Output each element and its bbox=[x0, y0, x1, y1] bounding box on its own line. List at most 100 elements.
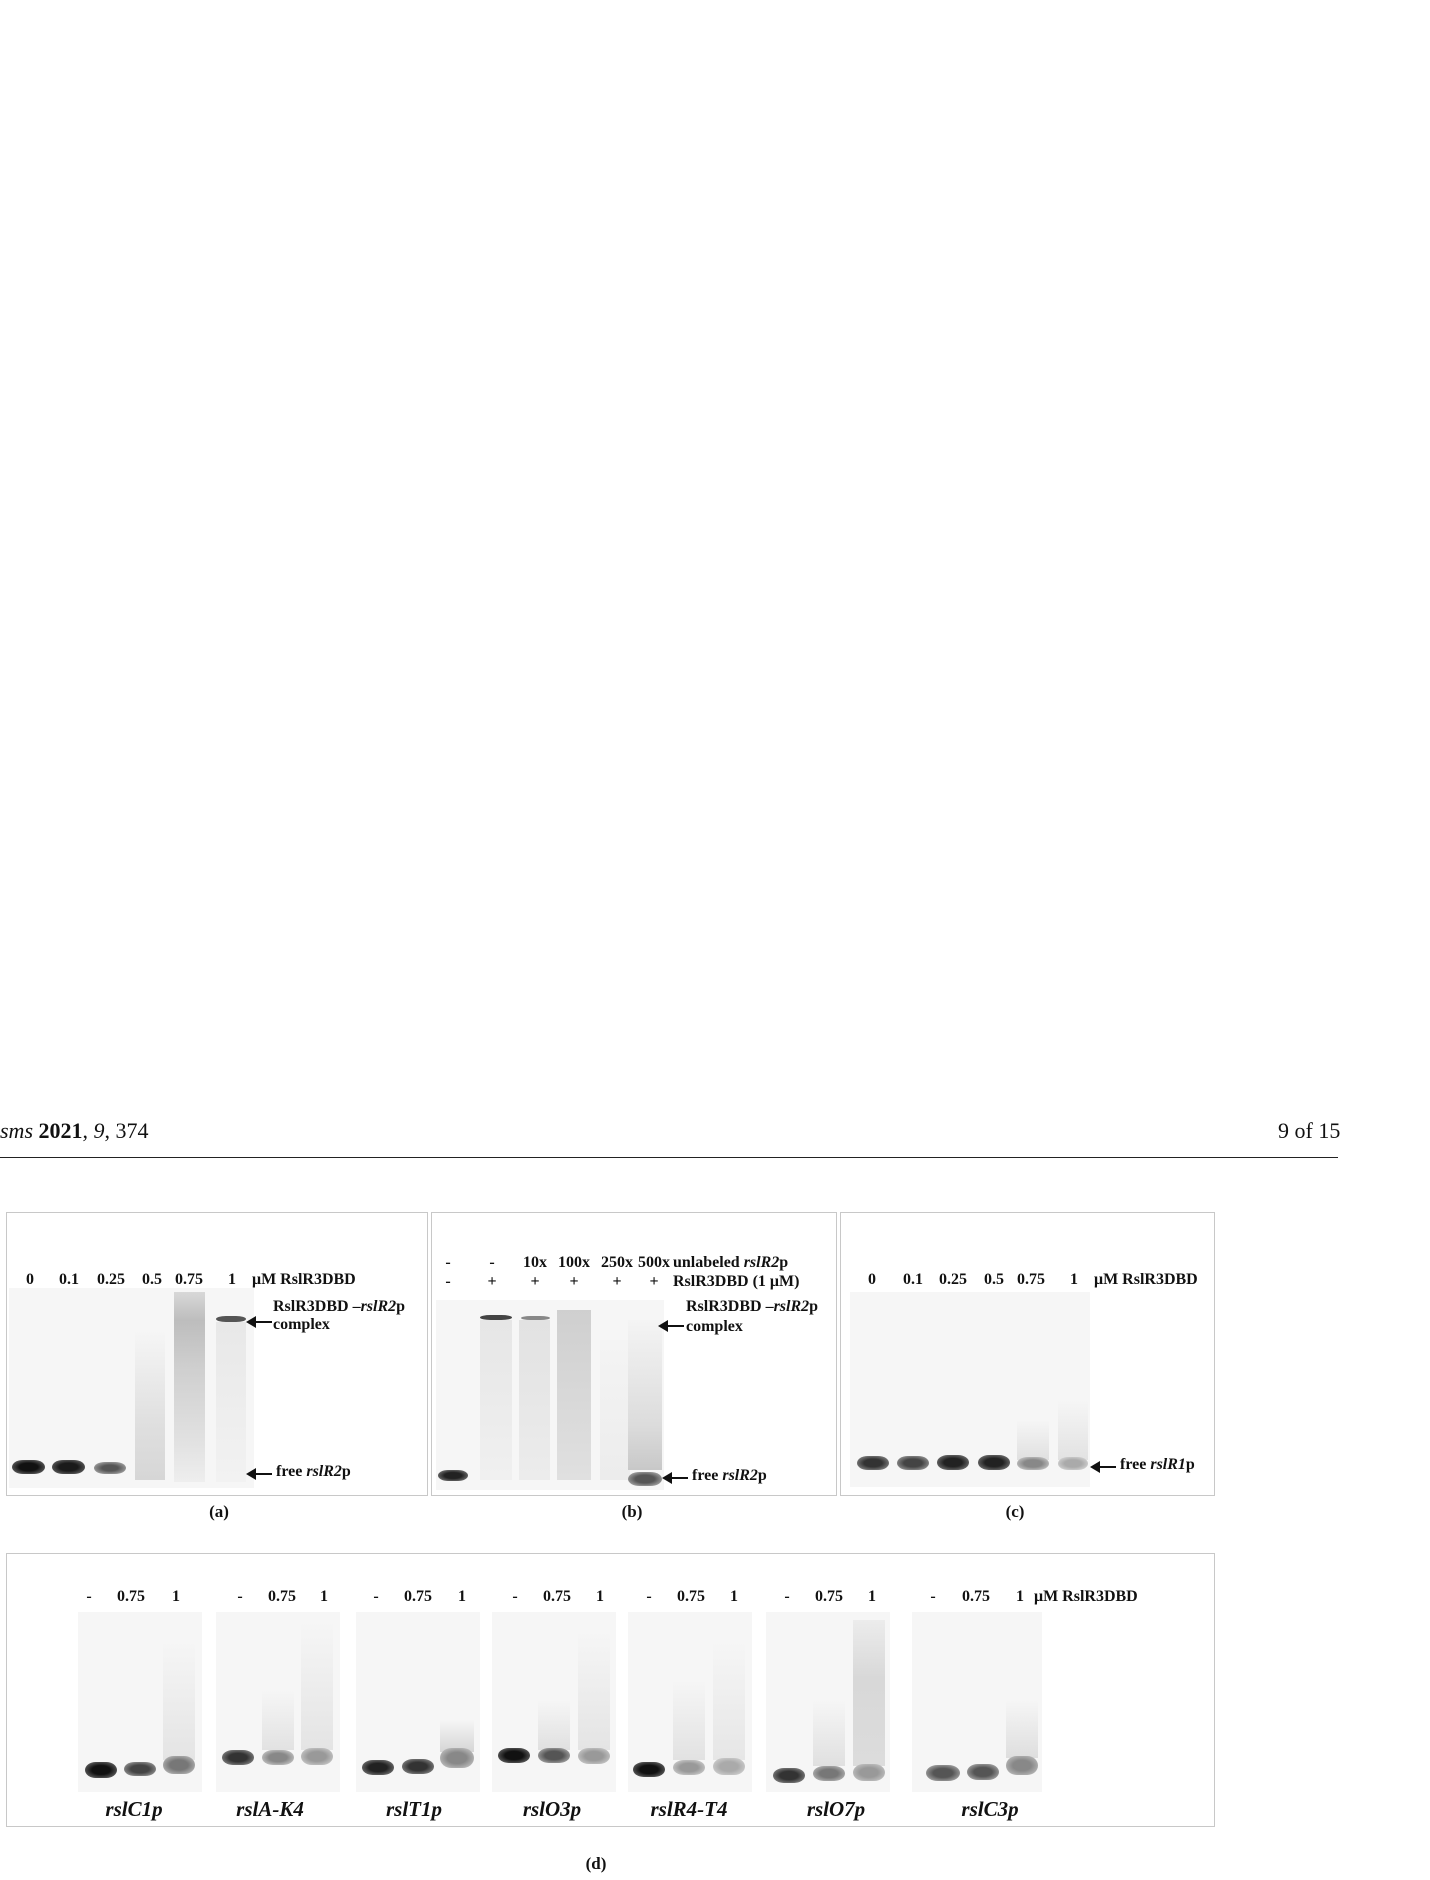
band-free bbox=[813, 1766, 845, 1781]
free-label: free rslR1p bbox=[1120, 1456, 1195, 1473]
lane-label: + bbox=[612, 1273, 622, 1290]
lane-label: 0.75 bbox=[175, 1271, 203, 1288]
band-free bbox=[1058, 1457, 1088, 1470]
smear bbox=[600, 1340, 630, 1480]
lane-label: 250x bbox=[601, 1254, 633, 1271]
lane-label: 0.5 bbox=[142, 1271, 162, 1288]
protein-label: RslR3DBD (1 μM) bbox=[673, 1273, 800, 1290]
arrow-icon bbox=[1090, 1461, 1116, 1473]
band-free bbox=[402, 1759, 434, 1774]
free-label: free rslR2p bbox=[276, 1463, 351, 1480]
lane-label: + bbox=[487, 1273, 497, 1290]
smear bbox=[538, 1700, 570, 1750]
band-free bbox=[94, 1462, 126, 1474]
smear bbox=[174, 1292, 205, 1482]
lane-label: 0.75 bbox=[815, 1588, 843, 1605]
band-free bbox=[578, 1748, 610, 1764]
year: 2021 bbox=[38, 1118, 83, 1143]
band-free bbox=[12, 1460, 45, 1474]
gel-c bbox=[850, 1292, 1090, 1487]
band-free bbox=[978, 1455, 1010, 1470]
band-free bbox=[85, 1762, 117, 1778]
smear bbox=[519, 1320, 550, 1480]
caption-b: (b) bbox=[621, 1502, 643, 1521]
smear bbox=[1006, 1700, 1038, 1758]
band-free bbox=[222, 1750, 254, 1765]
running-header-citation: sms 2021, 9, 374 bbox=[0, 1118, 149, 1143]
lane-label: 0 bbox=[26, 1271, 34, 1288]
smear bbox=[480, 1320, 512, 1480]
band-free bbox=[937, 1455, 969, 1470]
arrow-icon bbox=[246, 1316, 272, 1328]
lane-label: 1 bbox=[172, 1588, 180, 1605]
lane-label: + bbox=[649, 1273, 659, 1290]
band-complex bbox=[216, 1316, 246, 1322]
lane-label: 0.75 bbox=[543, 1588, 571, 1605]
band-free bbox=[897, 1456, 929, 1470]
smear bbox=[262, 1690, 294, 1750]
band-free bbox=[773, 1768, 805, 1783]
band-free bbox=[262, 1750, 294, 1765]
lane-label: + bbox=[569, 1273, 579, 1290]
smear bbox=[813, 1700, 845, 1766]
lane-label: 1 bbox=[596, 1588, 604, 1605]
promoter-label: rslT1p bbox=[385, 1797, 443, 1821]
smear bbox=[628, 1320, 662, 1470]
smear bbox=[578, 1630, 610, 1750]
lane-label: 0.25 bbox=[97, 1271, 125, 1288]
promoter-label: rslO7p bbox=[806, 1797, 866, 1821]
article-number: 374 bbox=[115, 1118, 149, 1143]
promoter-label: rslC1p bbox=[105, 1797, 163, 1821]
journal-name-fragment: sms bbox=[0, 1118, 34, 1143]
smear bbox=[853, 1620, 885, 1766]
lane-label: 100x bbox=[558, 1254, 590, 1271]
smear bbox=[440, 1720, 474, 1752]
band-free bbox=[713, 1758, 745, 1775]
unit-label: μM RslR3DBD bbox=[252, 1271, 356, 1288]
lane-label: - bbox=[445, 1273, 451, 1290]
smear bbox=[301, 1620, 333, 1750]
lane-label: 0.75 bbox=[404, 1588, 432, 1605]
smear bbox=[1058, 1400, 1088, 1460]
band-free bbox=[440, 1748, 474, 1768]
band-free bbox=[362, 1760, 394, 1775]
complex-label-2: complex bbox=[273, 1316, 330, 1333]
caption-a: (a) bbox=[209, 1502, 229, 1521]
band-free bbox=[853, 1764, 885, 1781]
lane-label: 1 bbox=[458, 1588, 466, 1605]
band-free bbox=[857, 1456, 889, 1470]
band-complex bbox=[521, 1316, 550, 1320]
lane-label: 0.75 bbox=[1017, 1271, 1045, 1288]
lane-label: 0.75 bbox=[962, 1588, 990, 1605]
competitor-label: unlabeled rslR2p bbox=[673, 1254, 789, 1271]
unit-label: μM RslR3DBD bbox=[1094, 1271, 1198, 1288]
lane-label: - bbox=[930, 1588, 936, 1605]
band-free bbox=[633, 1762, 665, 1777]
band-free bbox=[967, 1764, 999, 1780]
promoter-label: rslA-K4 bbox=[236, 1797, 304, 1821]
page-number: 9 of 15 bbox=[1278, 1118, 1341, 1143]
lane-label: - bbox=[373, 1588, 379, 1605]
free-label: free rslR2p bbox=[692, 1467, 767, 1484]
band-free bbox=[438, 1470, 468, 1481]
complex-label: RslR3DBD –rslR2p bbox=[686, 1298, 819, 1315]
smear bbox=[713, 1640, 745, 1760]
smear bbox=[163, 1640, 195, 1760]
lane-label: 0 bbox=[868, 1271, 876, 1288]
band-free bbox=[163, 1756, 195, 1774]
lane-label: - bbox=[445, 1254, 451, 1271]
lane-label: 0.1 bbox=[903, 1271, 923, 1288]
complex-label: RslR3DBD –rslR2p bbox=[273, 1298, 406, 1315]
lane-label: + bbox=[530, 1273, 540, 1290]
gel-a bbox=[9, 1288, 254, 1488]
smear bbox=[135, 1330, 165, 1480]
lane-label: 1 bbox=[320, 1588, 328, 1605]
lane-label: - bbox=[646, 1588, 652, 1605]
lane-label: 0.25 bbox=[939, 1271, 967, 1288]
lane-label: - bbox=[86, 1588, 92, 1605]
band-free bbox=[124, 1762, 156, 1776]
lane-label: 0.5 bbox=[984, 1271, 1004, 1288]
header-rule bbox=[0, 1157, 1338, 1158]
band-free bbox=[301, 1748, 333, 1765]
lane-label: 10x bbox=[523, 1254, 547, 1271]
